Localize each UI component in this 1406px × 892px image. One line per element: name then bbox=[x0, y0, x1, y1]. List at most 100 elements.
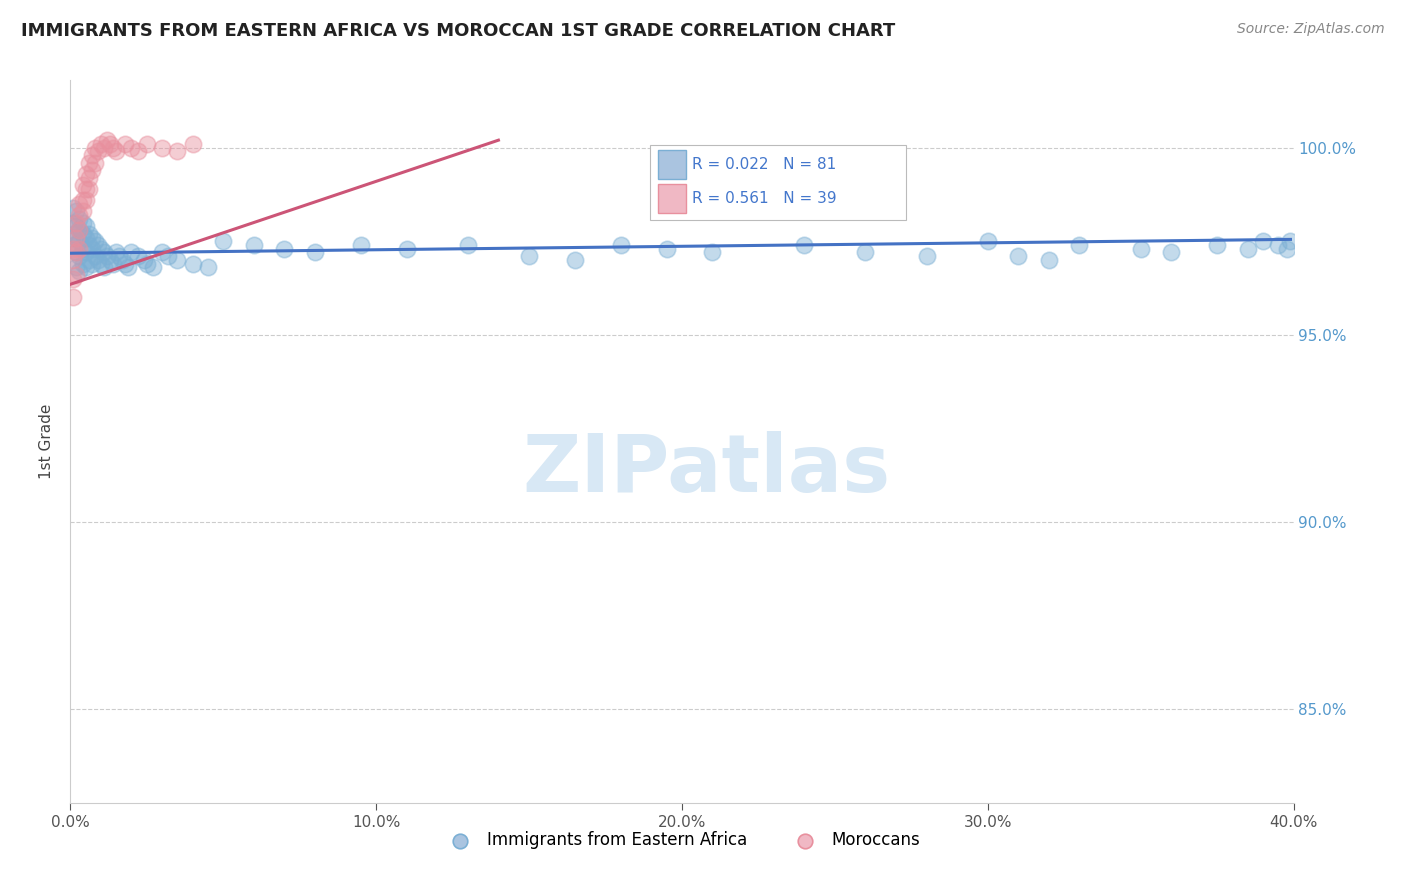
Point bbox=[610, 238, 633, 252]
Point bbox=[1038, 252, 1060, 267]
Point bbox=[135, 136, 157, 151]
Point bbox=[65, 230, 87, 244]
Point bbox=[75, 245, 97, 260]
Point bbox=[62, 238, 84, 252]
Point bbox=[197, 260, 219, 275]
Point bbox=[72, 178, 94, 193]
Point bbox=[105, 245, 128, 260]
Point bbox=[87, 145, 110, 159]
Point bbox=[1007, 249, 1029, 263]
Point bbox=[72, 204, 94, 219]
Point bbox=[101, 257, 124, 271]
Point bbox=[166, 252, 188, 267]
Point bbox=[69, 242, 91, 256]
Point bbox=[80, 242, 103, 256]
Point bbox=[1279, 234, 1302, 248]
Text: ZIPatlas: ZIPatlas bbox=[522, 432, 890, 509]
Point bbox=[69, 208, 91, 222]
Point bbox=[166, 145, 188, 159]
Point bbox=[65, 230, 87, 244]
Point bbox=[90, 136, 112, 151]
Point bbox=[83, 155, 105, 169]
Point bbox=[150, 245, 173, 260]
Point bbox=[62, 215, 84, 229]
Point bbox=[77, 182, 100, 196]
Point bbox=[702, 245, 724, 260]
Point bbox=[121, 245, 143, 260]
Point bbox=[655, 242, 678, 256]
Point bbox=[157, 249, 180, 263]
Point bbox=[93, 141, 115, 155]
Point bbox=[1236, 242, 1258, 256]
Point bbox=[564, 252, 586, 267]
Point bbox=[62, 227, 84, 241]
Point bbox=[72, 193, 94, 207]
Point bbox=[273, 242, 295, 256]
Text: R = 0.022   N = 81: R = 0.022 N = 81 bbox=[692, 157, 837, 172]
Point bbox=[457, 238, 479, 252]
Point bbox=[181, 136, 204, 151]
Point bbox=[83, 234, 105, 248]
Point bbox=[135, 257, 157, 271]
Point bbox=[96, 249, 118, 263]
Point bbox=[142, 260, 165, 275]
Point bbox=[65, 268, 87, 282]
Point bbox=[62, 201, 84, 215]
Point bbox=[65, 245, 87, 260]
Point bbox=[80, 257, 103, 271]
Point bbox=[114, 136, 136, 151]
Point bbox=[72, 242, 94, 256]
Point bbox=[69, 234, 91, 248]
Point bbox=[127, 145, 149, 159]
Point bbox=[80, 163, 103, 178]
Point bbox=[77, 238, 100, 252]
Point bbox=[69, 211, 91, 226]
Point bbox=[105, 145, 128, 159]
Point bbox=[93, 260, 115, 275]
Point bbox=[90, 242, 112, 256]
Point bbox=[1277, 242, 1299, 256]
Point bbox=[83, 249, 105, 263]
Point bbox=[62, 242, 84, 256]
Point bbox=[101, 141, 124, 155]
Point bbox=[75, 182, 97, 196]
Point bbox=[108, 249, 131, 263]
Point bbox=[75, 219, 97, 234]
Y-axis label: 1st Grade: 1st Grade bbox=[39, 404, 55, 479]
Point bbox=[121, 141, 143, 155]
Point bbox=[72, 215, 94, 229]
Point bbox=[98, 252, 121, 267]
Point bbox=[65, 219, 87, 234]
Point bbox=[80, 148, 103, 162]
Point bbox=[304, 245, 326, 260]
Point bbox=[93, 245, 115, 260]
Point bbox=[150, 141, 173, 155]
Point bbox=[65, 245, 87, 260]
Point bbox=[72, 257, 94, 271]
Point bbox=[243, 238, 266, 252]
Point bbox=[77, 170, 100, 185]
Point bbox=[111, 252, 134, 267]
Point bbox=[98, 136, 121, 151]
Point bbox=[75, 167, 97, 181]
Point bbox=[212, 234, 235, 248]
Point bbox=[915, 249, 938, 263]
Point bbox=[69, 249, 91, 263]
Point bbox=[127, 249, 149, 263]
Point bbox=[132, 252, 155, 267]
Point bbox=[181, 257, 204, 271]
Point bbox=[976, 234, 998, 248]
Text: R = 0.561   N = 39: R = 0.561 N = 39 bbox=[692, 191, 837, 206]
Legend: Immigrants from Eastern Africa, Moroccans: Immigrants from Eastern Africa, Moroccan… bbox=[437, 824, 927, 856]
Point bbox=[75, 230, 97, 244]
Point bbox=[62, 252, 84, 267]
Point bbox=[75, 260, 97, 275]
Point bbox=[65, 215, 87, 229]
Point bbox=[87, 238, 110, 252]
Text: IMMIGRANTS FROM EASTERN AFRICA VS MOROCCAN 1ST GRADE CORRELATION CHART: IMMIGRANTS FROM EASTERN AFRICA VS MOROCC… bbox=[21, 22, 896, 40]
Point bbox=[1206, 238, 1229, 252]
Point bbox=[1267, 238, 1289, 252]
Point bbox=[77, 252, 100, 267]
Point bbox=[1160, 245, 1182, 260]
Point bbox=[855, 245, 877, 260]
